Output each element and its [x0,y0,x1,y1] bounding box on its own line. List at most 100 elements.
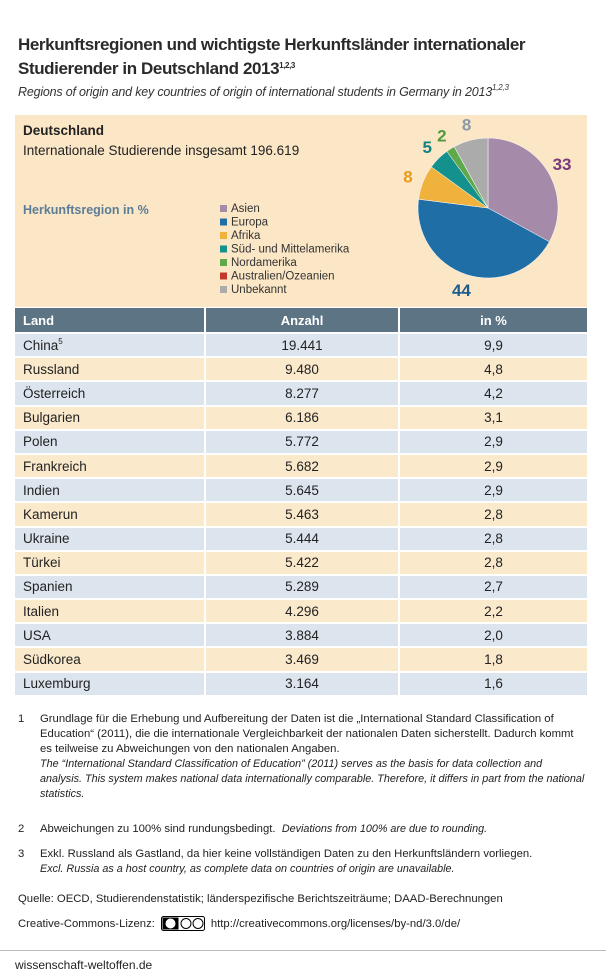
table-row: Italien 4.296 2,2 [15,598,587,623]
legend-swatch [220,286,227,293]
pie-label: 33 [553,155,572,174]
table-cell: 3.164 [206,670,400,695]
cell-text: 8.277 [285,385,319,401]
pie-label: 8 [403,167,412,186]
cell-text: Russland [23,361,80,377]
cell-text: 5.444 [285,531,319,547]
table-cell: Indien [15,477,206,502]
footer: wissenschaft-weltoffen.de [15,958,153,972]
table-cell: 9.480 [206,356,400,381]
table-row: USA 3.884 2,0 [15,622,587,647]
table-cell: Russland [15,356,206,381]
cell-text: 2,9 [484,458,503,474]
cell-text: 1,8 [484,652,503,668]
table-cell: 3,1 [400,404,587,429]
subtitle-sup: 1,2,3 [491,83,509,92]
table-row: Spanien 5.289 2,7 [15,573,587,599]
title: Herkunftsregionen und wichtigste Herkunf… [18,34,593,79]
table-cell: 2,8 [400,501,587,526]
cell-text: Kamerun [23,506,78,522]
table-cell: Österreich [15,380,206,405]
cell-text: Luxemburg [23,676,91,692]
legend-swatch [220,245,227,253]
cell-text: 2,8 [484,531,503,547]
legend-swatch [220,232,227,239]
cell-text: Ukraine [23,531,70,547]
cell-text: Österreich [23,385,86,401]
cell-text: 5.463 [285,506,319,522]
legend-swatch [220,272,227,280]
license-label: Creative-Commons-Lizenz: [18,917,155,930]
summary-text: Internationale Studierende insgesamt 196… [23,143,299,158]
footnote: 1 Grundlage für die Erhebung und Aufberei… [18,712,586,802]
cell-text: 1,6 [484,676,503,692]
cell-text: 2,2 [484,603,503,619]
cell-text: China [23,338,59,354]
table-cell: 5.645 [206,477,400,502]
cell-text: 3.469 [285,652,319,668]
table-header: Land Anzahl in % [15,308,587,332]
table-cell: 2,8 [400,549,587,574]
footnote-text: Grundlage für die Erhebung und Aufbereit… [40,713,574,755]
table-cell: Türkei [15,549,206,574]
cell-text: 3,1 [484,410,503,426]
footnote-number: 3 [18,848,25,860]
table-cell: Spanien [15,573,206,599]
table-cell: 2,8 [400,525,587,550]
footnote-english: Deviations from 100% are due to rounding… [281,823,488,835]
header-cell: Anzahl [206,308,400,332]
cell-text: 2,9 [484,434,503,450]
table-row: Indien 5.645 2,9 [15,477,587,502]
legend-swatch [220,259,227,266]
table-cell: 2,9 [400,452,587,478]
cell-sup: 5 [58,337,63,347]
footer-rule [0,950,606,951]
legend-label: Süd- und Mittelamerika [231,244,350,256]
legend-label: Asien [231,203,260,215]
subtitle-text: Regions of origin and key countries of o… [18,85,492,99]
table-cell: 1,6 [400,670,587,695]
cell-text: USA [23,627,51,643]
table-cell: 5.289 [206,573,400,599]
table: Land Anzahl in % China5 19.441 9,9 Russland… [15,308,587,695]
table-cell: 5.422 [206,549,400,574]
table-cell: 2,2 [400,598,587,623]
table-cell: Polen [15,428,206,453]
table-row: Frankreich 5.682 2,9 [15,452,587,478]
footnote-text: Exkl. Russland als Gastland, da hier kei… [40,848,533,860]
table-cell: 2,0 [400,622,587,647]
cell-text: 4,2 [484,385,503,401]
cell-text: 3.884 [285,627,319,643]
legend-label: Australien/Ozeanien [231,271,335,283]
table-row: Luxemburg 3.164 1,6 [15,670,587,695]
table-row: Österreich 8.277 4,2 [15,380,587,405]
pie-label: 44 [452,281,471,300]
cell-text: 19.441 [281,337,323,353]
legend-label: Nordamerika [231,257,297,269]
cell-text: 5.422 [285,555,319,571]
table-cell: Bulgarien [15,404,206,429]
cell-text: Südkorea [23,652,81,668]
cell-text: Frankreich [23,458,87,474]
table-cell: 4,8 [400,356,587,381]
table-cell: 3.884 [206,622,400,647]
summary-box: Deutschland Internationale Studierende i… [15,115,587,307]
cell-text: 9.480 [285,361,319,377]
cell-text: 4.296 [285,603,319,619]
legend-swatch [220,205,227,212]
cell-text: 2,7 [484,579,503,595]
cell-text: Türkei [23,555,61,571]
table-cell: USA [15,622,206,647]
table-cell: Frankreich [15,452,206,478]
table-row: Ukraine 5.444 2,8 [15,525,587,550]
table-body: China5 19.441 9,9 Russland 9.480 4,8 Österreic… [15,332,587,695]
table-cell: 9,9 [400,332,587,357]
license-url[interactable]: http://creativecommons.org/licenses/by-n… [210,917,461,930]
table-cell: 2,9 [400,477,587,502]
title-sup: 1,2,3 [279,61,295,70]
subtitle: Regions of origin and key countries of o… [18,83,598,99]
cell-text: 3.164 [285,676,319,692]
table-cell: China5 [15,332,206,357]
